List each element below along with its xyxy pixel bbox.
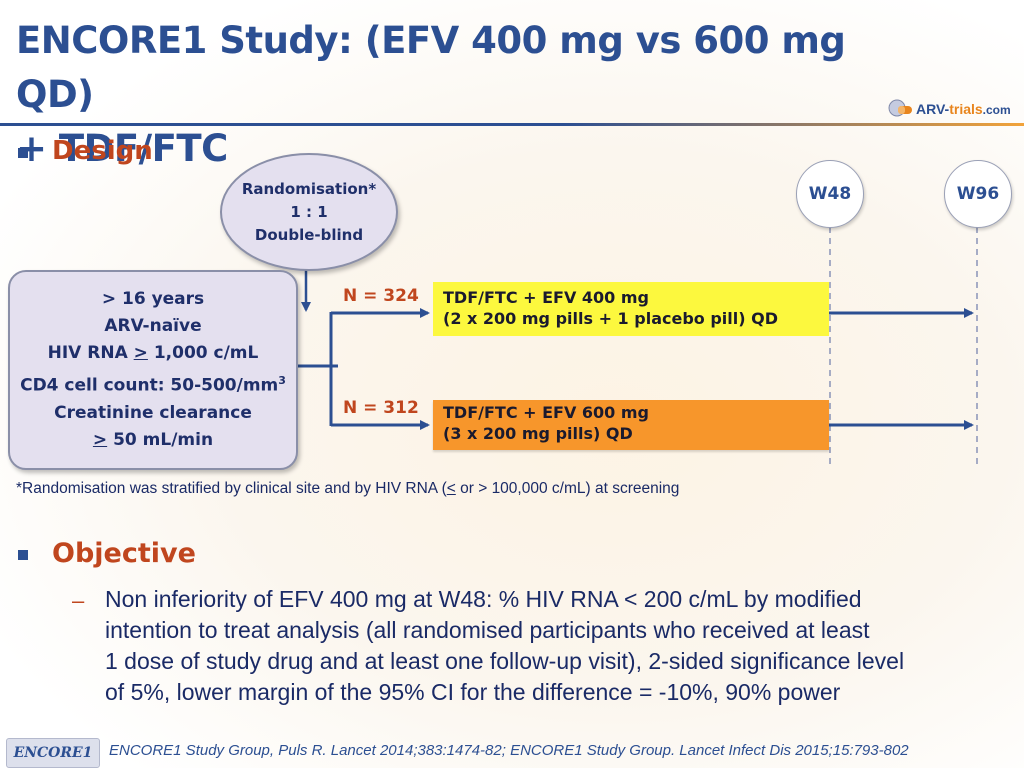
objective-line: intention to treat analysis (all randomi… xyxy=(105,617,870,643)
criterion-hiv-rna-label: HIV RNA xyxy=(47,343,134,364)
randomisation-node: Randomisation* 1 : 1 Double-blind xyxy=(220,153,398,271)
criterion-cd4: CD4 cell count: 50-500/mm3 xyxy=(20,367,286,400)
ge-symbol: > xyxy=(133,343,148,364)
criterion-cd4-text: CD4 cell count: 50-500/mm xyxy=(20,375,279,396)
objective-dash: – xyxy=(72,588,85,613)
criterion-creatinine-number: 50 mL/min xyxy=(107,429,214,450)
arv-trials-logo: ARV-trials.com xyxy=(888,98,1018,122)
title-divider xyxy=(0,123,1024,126)
arm-efv-400: TDF/FTC + EFV 400 mg (2 x 200 mg pills +… xyxy=(433,282,829,336)
slide-title: ENCORE1 Study: (EFV 400 mg vs 600 mg QD)… xyxy=(16,14,896,176)
criterion-hiv-rna-value: 1,000 c/mL xyxy=(147,343,259,364)
logo-text: ARV-trials.com xyxy=(916,101,1011,117)
footnote-text-post: or > 100,000 c/mL) at screening xyxy=(455,480,680,497)
arm2-sample-size: N = 312 xyxy=(343,398,419,418)
arm1-dosing: (2 x 200 mg pills + 1 placebo pill) QD xyxy=(443,309,779,328)
ge-symbol: > xyxy=(92,429,108,450)
logo-com: .com xyxy=(982,103,1011,117)
pill-logo-icon xyxy=(888,99,912,117)
objective-text: Non inferiority of EFV 400 mg at W48: % … xyxy=(105,584,1005,708)
randomisation-line1: Randomisation* xyxy=(241,179,377,198)
footnote-text-pre: *Randomisation was stratified by clinica… xyxy=(16,480,447,497)
week-96-marker: W96 xyxy=(944,160,1012,228)
design-heading: Design xyxy=(52,136,153,166)
arm2-regimen: TDF/FTC + EFV 600 mg xyxy=(443,403,650,422)
randomisation-footnote: *Randomisation was stratified by clinica… xyxy=(16,480,679,498)
objective-line: of 5%, lower margin of the 95% CI for th… xyxy=(105,679,841,705)
logo-trials: trials xyxy=(949,101,983,117)
arm-efv-600: TDF/FTC + EFV 600 mg (3 x 200 mg pills) … xyxy=(433,400,829,450)
slide-title-line1: ENCORE1 Study: (EFV 400 mg vs 600 mg QD) xyxy=(16,19,846,116)
design-bullet-icon xyxy=(18,148,28,158)
arm1-sample-size: N = 324 xyxy=(343,286,419,306)
objective-line: Non inferiority of EFV 400 mg at W48: % … xyxy=(105,586,862,612)
randomisation-line2: 1 : 1 xyxy=(290,202,328,221)
criterion-creatinine-value: > 50 mL/min xyxy=(93,427,213,454)
arm1-regimen: TDF/FTC + EFV 400 mg xyxy=(443,288,650,307)
objective-bullet-icon xyxy=(18,550,28,560)
criterion-creatinine: Creatinine clearance xyxy=(54,402,252,423)
eligibility-criteria-box: > 16 years ARV-naïve HIV RNA > 1,000 c/m… xyxy=(8,270,298,470)
objective-line: 1 dose of study drug and at least one fo… xyxy=(105,648,905,674)
le-symbol: < xyxy=(446,480,456,497)
criterion-arv-naive: ARV-naïve xyxy=(104,316,202,337)
study-badge: ENCORE1 xyxy=(6,738,100,768)
slide-title-line2: + TDF/FTC xyxy=(16,127,228,170)
criterion-age: > 16 years xyxy=(101,289,205,310)
week-48-marker: W48 xyxy=(796,160,864,228)
criterion-cd4-sup: 3 xyxy=(278,374,286,388)
randomisation-line3: Double-blind xyxy=(254,225,364,244)
reference-citation: ENCORE1 Study Group, Puls R. Lancet 2014… xyxy=(109,742,909,759)
arm2-dosing: (3 x 200 mg pills) QD xyxy=(443,424,633,443)
logo-arv: ARV- xyxy=(916,101,950,117)
objective-heading: Objective xyxy=(52,538,196,569)
criterion-hiv-rna: HIV RNA > 1,000 c/mL xyxy=(48,340,259,367)
